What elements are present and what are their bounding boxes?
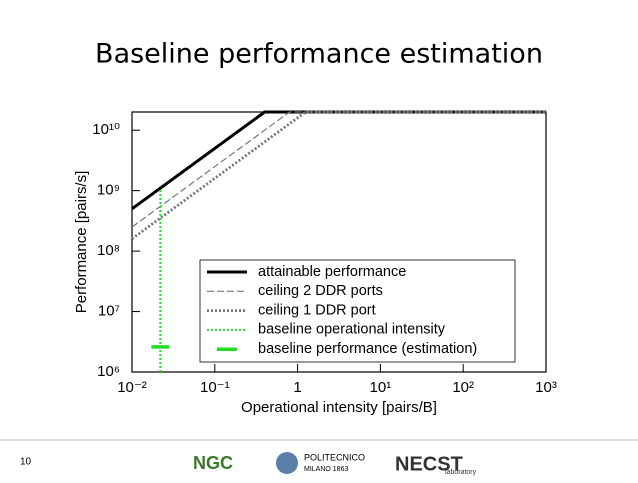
page-number: 10 <box>20 457 32 468</box>
logo-polimi: POLITECNICO <box>304 452 365 462</box>
legend-box <box>199 259 516 363</box>
y-tick-label: 10⁸ <box>97 242 120 259</box>
x-tick-label: 10³ <box>535 379 557 396</box>
logo-necst-sub: laboratory <box>445 469 477 476</box>
legend-label: ceiling 2 DDR ports <box>258 283 383 299</box>
legend-label: attainable performance <box>258 264 406 280</box>
legend-label: baseline operational intensity <box>258 322 446 338</box>
y-tick-label: 10¹⁰ <box>92 121 120 138</box>
series-line <box>131 110 546 240</box>
x-tick-label: 10² <box>452 379 474 396</box>
x-tick-label: 10¹ <box>370 379 392 396</box>
chart: 10⁻² 10⁻¹ 1 10¹ 10² 10³ 10⁶ 10⁷ 10⁸ 10⁹ 10¹⁰ Operat… <box>73 110 557 416</box>
legend-label: baseline performance (estimation) <box>258 341 477 357</box>
y-axis-label: Performance [pairs/s] <box>73 171 90 314</box>
y-tick-label: 10⁹ <box>97 182 120 199</box>
legend-label: ceiling 1 DDR port <box>258 302 376 318</box>
x-axis-label: Operational intensity [pairs/B] <box>241 399 437 416</box>
series-line <box>131 111 546 228</box>
x-tick-label: 10⁻¹ <box>200 379 230 396</box>
y-tick-label: 10⁷ <box>98 303 120 320</box>
y-tick-label: 10⁶ <box>97 363 120 380</box>
logo-ngc: NGC <box>193 453 233 473</box>
slide-title: Baseline performance estimation <box>95 39 543 70</box>
logo-seal <box>276 452 298 474</box>
x-tick-label: 10⁻² <box>117 379 147 396</box>
logo-necst: NECST <box>395 453 463 475</box>
logo-polimi-sub: MILANO 1863 <box>304 466 348 473</box>
x-tick-label: 1 <box>293 379 301 396</box>
